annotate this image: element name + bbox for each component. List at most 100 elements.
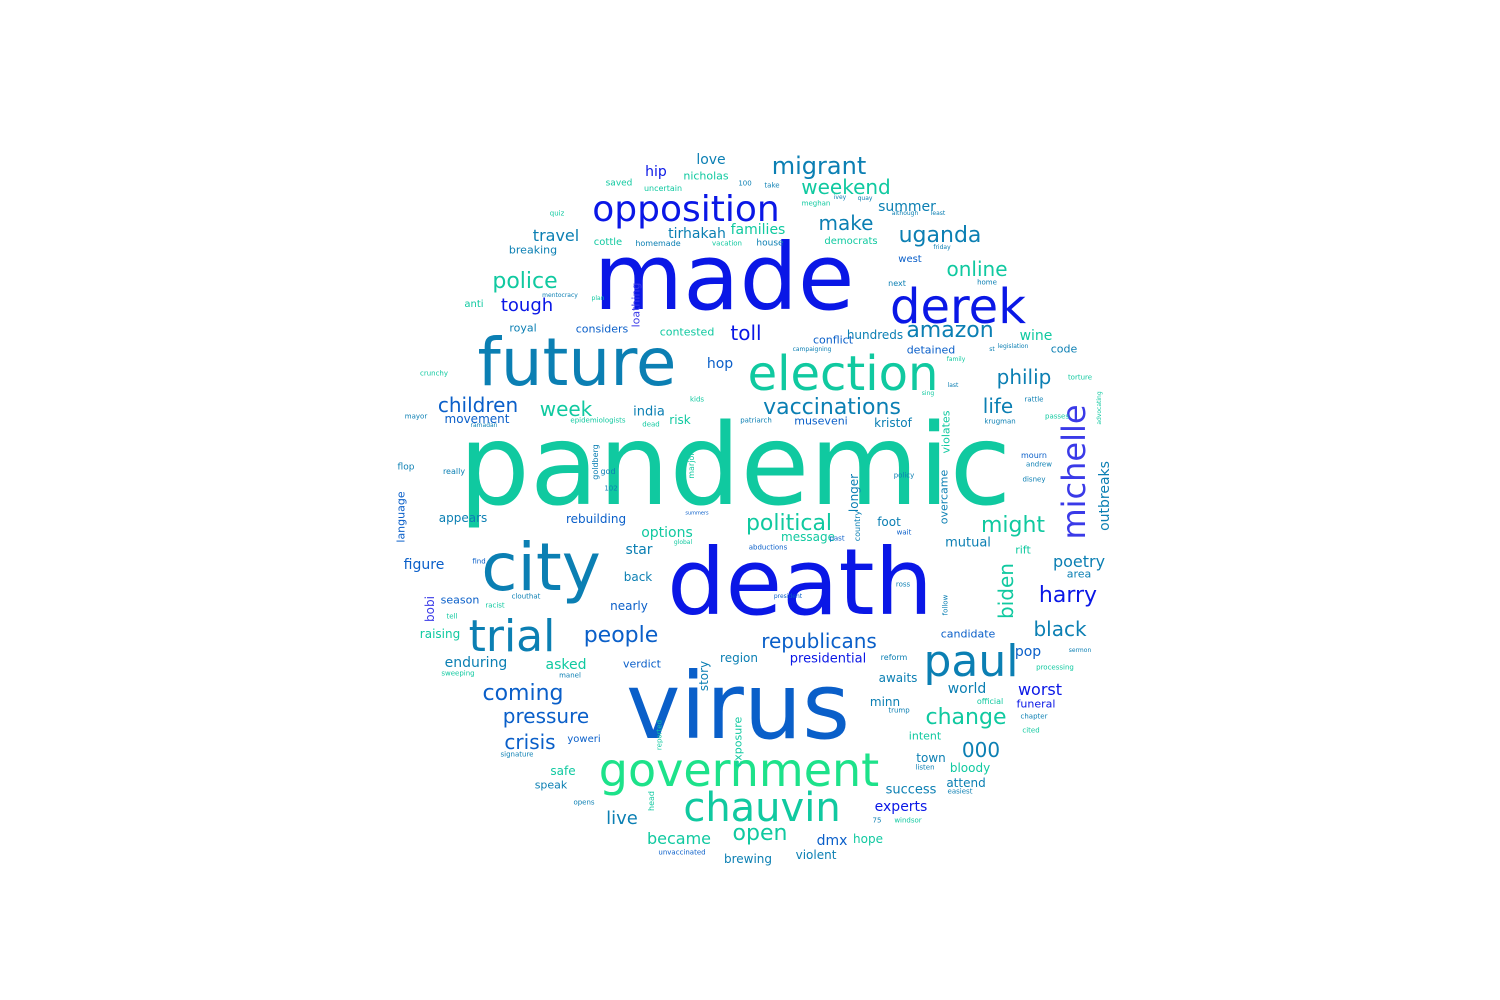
cloud-word-crisis: crisis xyxy=(504,730,556,754)
cloud-word-windsor: windsor xyxy=(894,816,922,825)
cloud-word-yoweri: yoweri xyxy=(567,734,601,745)
cloud-word-open: open xyxy=(732,821,788,846)
cloud-word-mayor: mayor xyxy=(404,412,428,421)
cloud-word-100: 100 xyxy=(738,179,752,188)
cloud-word-republicans: republicans xyxy=(761,629,877,653)
cloud-word-global: global xyxy=(673,539,693,546)
cloud-word-tell: tell xyxy=(446,612,458,621)
cloud-word-meghan: meghan xyxy=(801,199,831,208)
cloud-word-saved: saved xyxy=(605,178,633,189)
cloud-word-trump: trump xyxy=(888,706,910,715)
cloud-word-future: future xyxy=(477,324,677,401)
cloud-word-city: city xyxy=(481,529,601,606)
cloud-word-mutual: mutual xyxy=(945,535,991,551)
cloud-word-bloody: bloody xyxy=(949,761,991,775)
cloud-word-uncertain: uncertain xyxy=(643,184,683,193)
cloud-word-000: 000 xyxy=(961,738,1001,762)
cloud-word-quiz: quiz xyxy=(549,209,565,218)
cloud-word-quay: quay xyxy=(857,195,873,202)
cloud-word-summer: summer xyxy=(878,199,936,215)
cloud-word-patriarch: patriarch xyxy=(740,416,772,425)
cloud-word-cottle: cottle xyxy=(593,237,623,248)
cloud-word-derek: derek xyxy=(889,279,1027,335)
cloud-word-krugman: krugman xyxy=(984,417,1016,426)
cloud-word-funeral: funeral xyxy=(1016,697,1056,711)
cloud-word-candidate: candidate xyxy=(940,627,996,641)
cloud-word-follow: follow xyxy=(941,594,950,616)
cloud-word-week: week xyxy=(539,397,593,421)
cloud-word-brewing: brewing xyxy=(723,852,773,866)
cloud-word-pressure: pressure xyxy=(502,704,590,728)
cloud-word-abductions: abductions xyxy=(748,543,788,552)
cloud-word-unvaccinated: unvaccinated xyxy=(658,848,706,857)
cloud-word-area: area xyxy=(1066,567,1092,581)
cloud-word-102: 102 xyxy=(604,484,618,493)
cloud-word-detained: detained xyxy=(906,343,956,357)
cloud-word-chauvin: chauvin xyxy=(683,785,841,831)
cloud-word-season: season xyxy=(440,593,480,607)
cloud-word-star: star xyxy=(625,542,653,558)
cloud-word-vacation: vacation xyxy=(712,239,742,248)
cloud-word-head: head xyxy=(647,791,656,811)
cloud-word-advocating: advocating xyxy=(1096,391,1103,425)
cloud-word-foot: foot xyxy=(877,515,901,529)
cloud-word-listen: listen xyxy=(915,763,935,772)
cloud-word-easiest: easiest xyxy=(947,787,973,796)
cloud-word-sing: sing xyxy=(921,390,935,397)
cloud-word-campaigning: campaigning xyxy=(792,346,832,353)
cloud-word-families: families xyxy=(730,222,786,238)
cloud-word-processing: processing xyxy=(1036,663,1074,672)
cloud-word-opposition: opposition xyxy=(592,189,780,230)
cloud-word-hundreds: hundreds xyxy=(846,328,904,342)
cloud-word-coming: coming xyxy=(482,681,564,706)
cloud-word-poetry: poetry xyxy=(1052,552,1106,571)
cloud-word-opens: opens xyxy=(573,798,595,807)
cloud-word-became: became xyxy=(646,829,712,848)
cloud-word-asked: asked xyxy=(545,657,587,673)
cloud-word-really: really xyxy=(442,467,466,476)
cloud-word-official: official xyxy=(976,697,1004,706)
cloud-word-least: least xyxy=(930,210,946,217)
cloud-word-message: message xyxy=(781,530,835,544)
cloud-word-loathing: loathing xyxy=(629,282,643,328)
cloud-word-live: live xyxy=(606,808,638,829)
cloud-word-reform: reform xyxy=(880,653,908,662)
cloud-word-disney: disney xyxy=(1022,475,1046,484)
cloud-word-policy: policy xyxy=(893,471,915,480)
cloud-word-flop: flop xyxy=(397,462,415,473)
cloud-word-death: death xyxy=(667,529,933,636)
cloud-word-uganda: uganda xyxy=(898,223,982,248)
cloud-word-worst: worst xyxy=(1017,680,1063,699)
cloud-word-tirhakah: tirhakah xyxy=(668,226,726,242)
cloud-word-wine: wine xyxy=(1019,328,1053,344)
cloud-word-epidemiologists: epidemiologists xyxy=(570,416,626,425)
cloud-word-government: government xyxy=(598,743,880,797)
cloud-word-nicholas: nicholas xyxy=(683,169,729,183)
cloud-word-tough: tough xyxy=(500,295,554,316)
cloud-word-past: past xyxy=(829,534,845,543)
cloud-word-anti: anti xyxy=(464,299,484,310)
cloud-word-people: people xyxy=(583,623,659,648)
cloud-word-might: might xyxy=(980,513,1046,538)
cloud-word-west: west xyxy=(898,254,922,265)
cloud-word-75: 75 xyxy=(872,816,882,825)
cloud-word-exposure: exposure xyxy=(731,716,745,768)
cloud-word-royal: royal xyxy=(509,321,537,335)
cloud-word-clouthat: clouthat xyxy=(511,592,541,601)
cloud-word-find: find xyxy=(472,557,486,566)
cloud-word-dead: dead xyxy=(642,420,660,429)
cloud-word-raising: raising xyxy=(419,627,461,641)
cloud-word-amazon: amazon xyxy=(906,318,994,343)
cloud-word-considers: considers xyxy=(575,322,629,336)
cloud-word-online: online xyxy=(946,257,1008,281)
cloud-word-last: last xyxy=(947,382,959,389)
cloud-word-god: god xyxy=(600,467,616,476)
cloud-word-love: love xyxy=(696,152,726,168)
cloud-word-political: political xyxy=(745,511,833,536)
cloud-word-next: next xyxy=(888,279,906,288)
cloud-word-code: code xyxy=(1050,342,1078,356)
cloud-word-risk: risk xyxy=(669,413,691,427)
cloud-word-torture: torture xyxy=(1067,373,1093,382)
cloud-word-success: success xyxy=(885,782,937,798)
